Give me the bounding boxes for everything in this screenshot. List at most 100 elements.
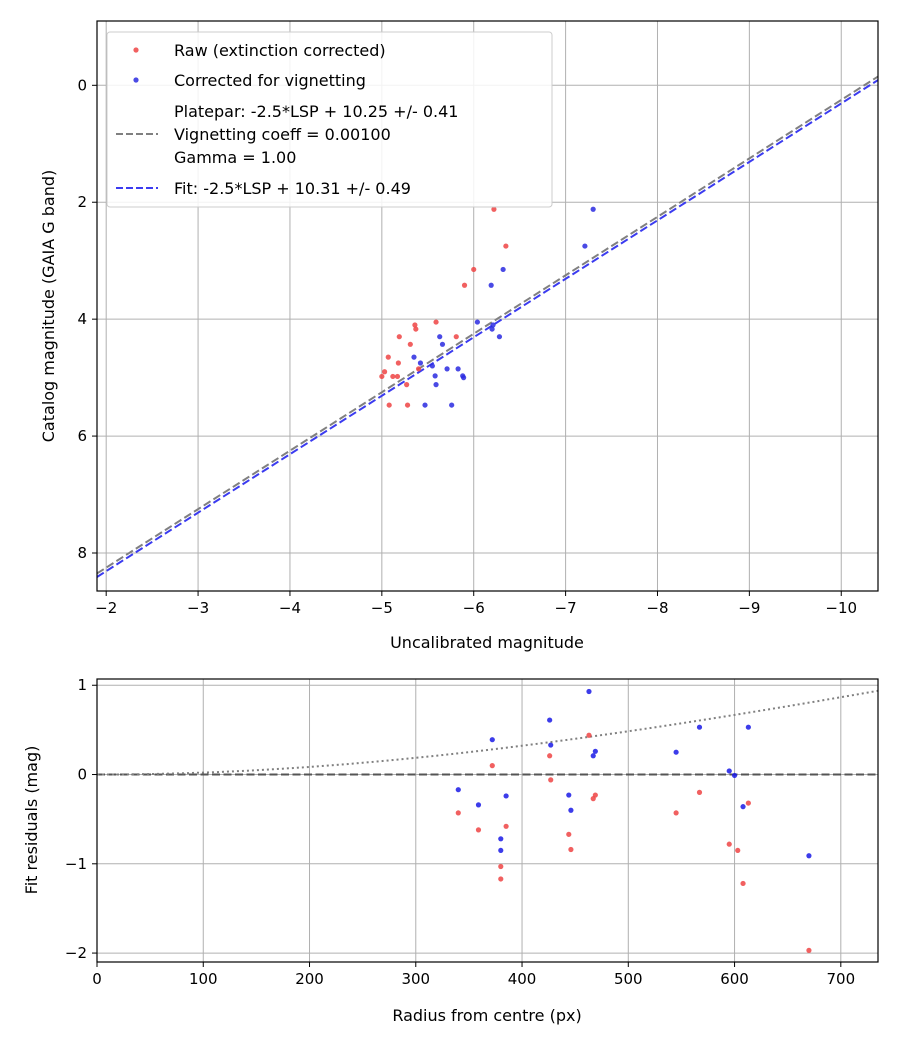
top-ticks: −2 −3 −4 −5 −6 −7 −8 −9 −10 0 2 4 6 8 (77, 76, 857, 617)
data-point (381, 369, 388, 375)
data-point (696, 724, 703, 730)
x-tick-label: −8 (646, 599, 668, 617)
data-point (590, 206, 596, 212)
data-point (432, 373, 438, 379)
data-point (433, 382, 439, 388)
x-tick-label: −6 (463, 599, 485, 617)
top-fit-lines (96, 75, 879, 578)
data-point (673, 749, 679, 755)
y-tick-label: 0 (77, 766, 87, 784)
y-tick-label: 4 (77, 310, 87, 328)
vignetting-curve (96, 689, 879, 776)
data-point (498, 836, 504, 842)
data-point (548, 777, 554, 783)
data-point (745, 724, 751, 730)
data-point (740, 804, 746, 810)
series-line (96, 75, 879, 575)
data-point (673, 810, 679, 816)
x-tick-label: 600 (720, 970, 749, 988)
y-tick-label: 6 (77, 427, 87, 445)
data-point (568, 807, 574, 813)
x-tick-label: 200 (295, 970, 324, 988)
data-point (407, 341, 413, 347)
bottom-lines (96, 689, 879, 776)
legend: Raw (extinction corrected) Corrected for… (106, 31, 553, 208)
data-point (489, 763, 495, 769)
bottom-plot-area (97, 679, 878, 962)
top-chart: −2 −3 −4 −5 −6 −7 −8 −9 −10 0 2 4 6 8 Uncalibrated ma… (39, 20, 879, 652)
data-point (726, 768, 732, 774)
x-tick-label: 100 (189, 970, 218, 988)
data-point (455, 810, 461, 816)
data-point (696, 789, 703, 795)
legend-marker-corrected (133, 77, 139, 83)
x-tick-label: −9 (738, 599, 760, 617)
data-point (503, 823, 509, 829)
data-point (740, 880, 746, 887)
data-point (731, 772, 738, 779)
data-point (489, 326, 495, 332)
data-point (379, 373, 385, 380)
data-point (455, 366, 461, 372)
y-tick-label: −2 (65, 944, 87, 962)
legend-vignetting: Vignetting coeff = 0.00100 (174, 125, 391, 144)
data-point (461, 375, 467, 381)
x-tick-label: 300 (401, 970, 430, 988)
data-point (547, 717, 553, 723)
data-point (404, 402, 411, 408)
data-point (386, 402, 392, 408)
data-point (437, 334, 443, 340)
x-tick-label: −4 (279, 599, 301, 617)
data-point (475, 827, 482, 833)
bottom-ticks: 0 100 200 300 400 500 600 700 1 0 −1 −2 (65, 676, 855, 988)
data-point (500, 266, 506, 273)
legend-raw: Raw (extinction corrected) (174, 41, 386, 60)
x-tick-label: 500 (614, 970, 643, 988)
bottom-points (455, 688, 812, 953)
legend-fit: Fit: -2.5*LSP + 10.31 +/- 0.49 (174, 179, 411, 198)
data-point (422, 402, 428, 408)
data-point (566, 831, 572, 837)
data-point (474, 319, 480, 325)
data-point (429, 363, 435, 369)
data-point (503, 243, 509, 249)
data-point (444, 366, 450, 372)
data-point (488, 282, 494, 288)
x-tick-label: −2 (95, 599, 117, 617)
data-point (586, 688, 592, 695)
legend-platepar: Platepar: -2.5*LSP + 10.25 +/- 0.41 (174, 102, 458, 121)
legend-gamma: Gamma = 1.00 (174, 148, 296, 167)
x-tick-label: −10 (825, 599, 857, 617)
data-point (498, 863, 504, 870)
data-point (385, 354, 391, 360)
top-frame (96, 20, 879, 592)
data-point (461, 282, 468, 288)
data-point (413, 326, 419, 332)
legend-box (106, 31, 553, 208)
data-point (395, 360, 401, 366)
data-point (396, 334, 402, 340)
legend-marker-raw (133, 47, 139, 53)
bottom-ylabel: Fit residuals (mag) (22, 746, 41, 895)
y-tick-label: 1 (77, 676, 87, 694)
data-point (439, 341, 446, 347)
data-point (735, 847, 741, 854)
data-point (726, 841, 732, 847)
y-tick-label: 2 (77, 193, 87, 211)
data-point (586, 732, 592, 738)
data-point (433, 319, 439, 325)
x-tick-label: 400 (508, 970, 537, 988)
data-point (490, 322, 496, 328)
data-point (415, 366, 422, 372)
data-point (568, 846, 574, 853)
data-point (489, 737, 495, 743)
data-point (592, 792, 598, 798)
x-tick-label: −3 (187, 599, 209, 617)
bottom-chart: 0 100 200 300 400 500 600 700 1 0 −1 −2 Radius from… (22, 676, 879, 1025)
data-point (582, 243, 588, 249)
x-tick-label: −7 (555, 599, 577, 617)
x-tick-label: 700 (826, 970, 855, 988)
data-point (491, 206, 497, 212)
bottom-grid (96, 679, 878, 962)
